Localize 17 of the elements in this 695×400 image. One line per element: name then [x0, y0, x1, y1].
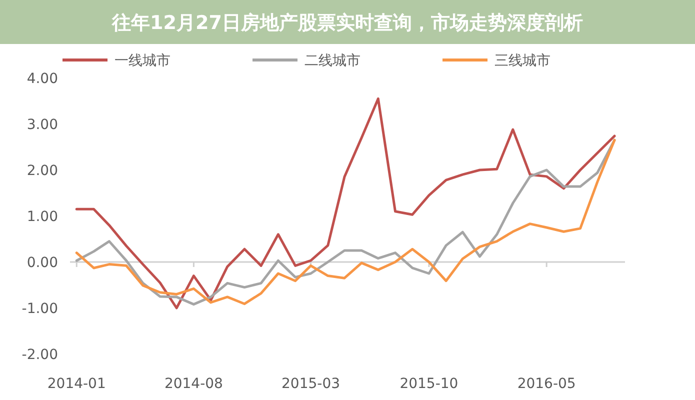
chart-title: 往年12月27日房地产股票实时查询，市场走势深度剖析: [111, 12, 583, 34]
x-tick-label: 2016-05: [517, 376, 576, 392]
y-tick-label: 0.00: [26, 254, 58, 271]
line-series: [75, 97, 616, 310]
x-tick-label: 2014-08: [164, 376, 223, 392]
x-tick-label: 2015-03: [282, 376, 340, 392]
x-tick-label: 2014-01: [47, 376, 106, 392]
x-tick-label: 2015-10: [400, 376, 458, 392]
legend-label: 二线城市: [304, 52, 360, 69]
legend-label: 三线城市: [494, 52, 550, 69]
y-tick-label: 1.00: [26, 208, 58, 225]
y-tick-label: -1.00: [22, 300, 58, 317]
y-tick-label: -2.00: [22, 346, 58, 363]
y-tick-label: 2.00: [26, 162, 58, 179]
legend-label: 一线城市: [114, 52, 170, 69]
y-tick-label: 4.00: [26, 70, 58, 87]
y-tick-label: 3.00: [26, 116, 58, 133]
